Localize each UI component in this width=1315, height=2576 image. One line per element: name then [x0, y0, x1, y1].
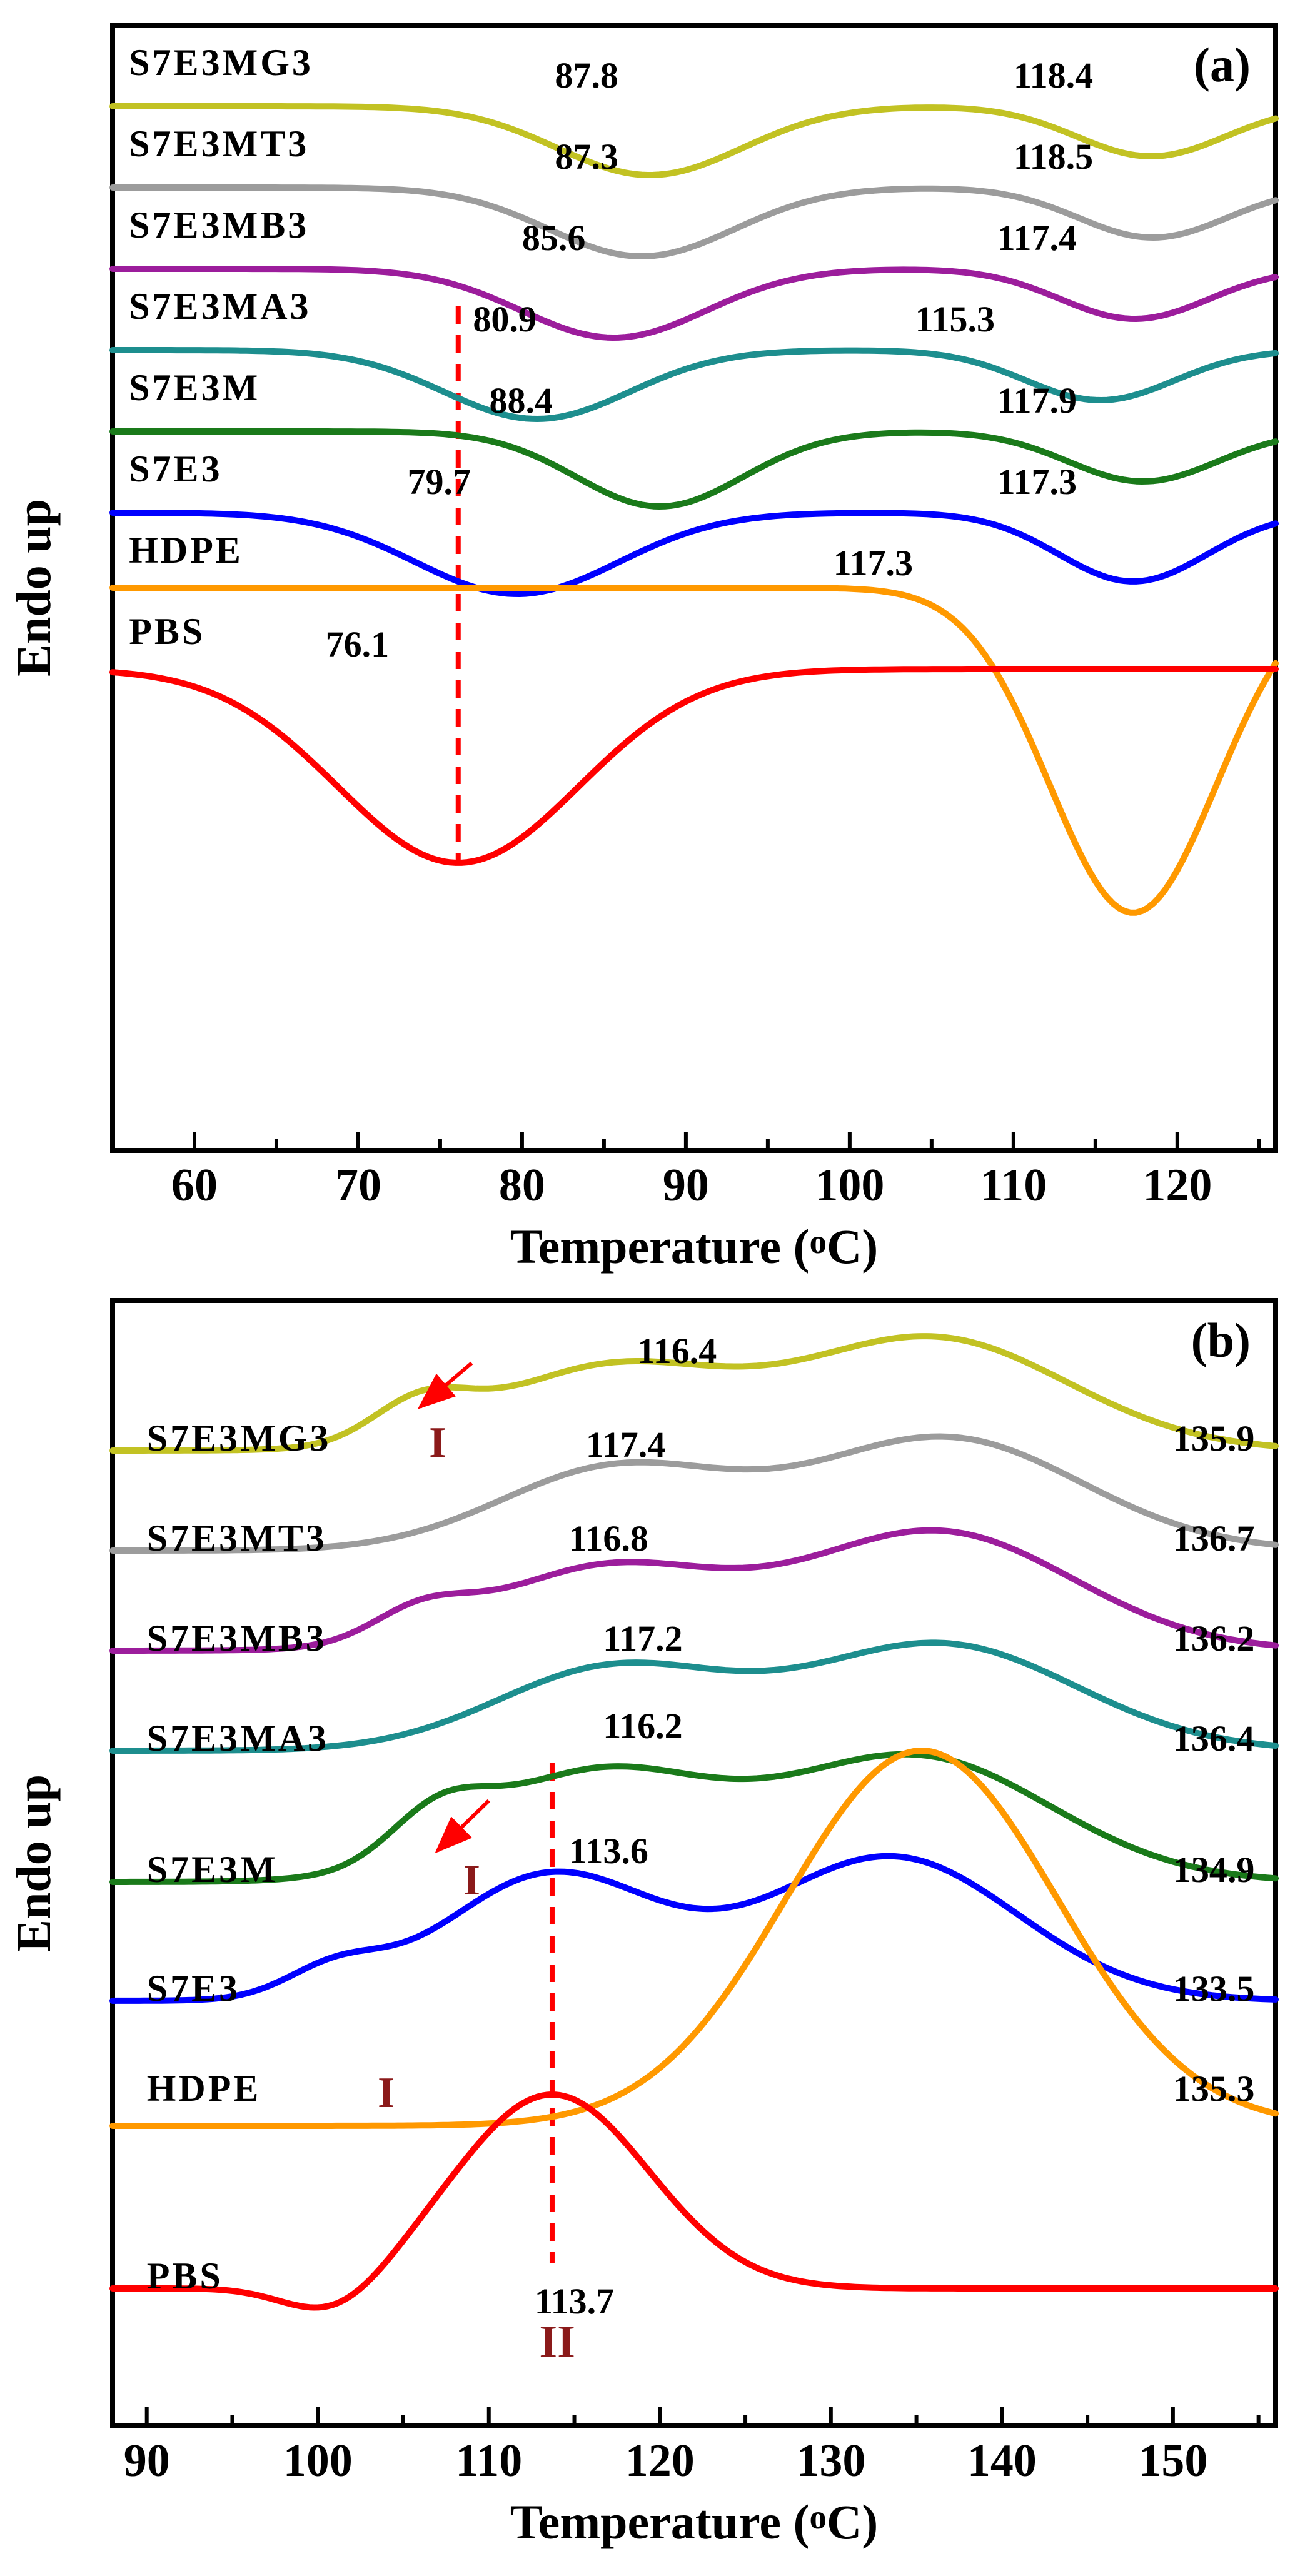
value-label: 134.9: [1173, 1849, 1255, 1890]
value-label: 136.4: [1173, 1718, 1255, 1759]
trace-label: S7E3MA3: [147, 1718, 329, 1759]
tick-label: 110: [455, 2435, 522, 2487]
trace-label: HDPE: [129, 530, 243, 571]
trace-label: PBS: [147, 2255, 223, 2297]
value-label: 118.5: [1014, 136, 1093, 177]
panel-b-box: [113, 1301, 1276, 2426]
trace-hdpe: [113, 1751, 1276, 2126]
trace-pbs: [113, 669, 1276, 863]
tick-label: 70: [335, 1160, 381, 1211]
tick-label: 120: [1142, 1160, 1212, 1211]
value-label: 117.3: [834, 543, 913, 583]
value-label: 136.2: [1173, 1618, 1255, 1659]
annotation-I: I: [429, 1419, 446, 1467]
value-label: 79.7: [408, 461, 471, 502]
value-label: 85.6: [522, 218, 586, 258]
tick-label: 60: [171, 1160, 218, 1211]
value-label: 117.2: [603, 1618, 682, 1659]
trace-label: S7E3MA3: [129, 286, 311, 327]
trace-label: S7E3MG3: [129, 42, 313, 83]
trace-hdpe: [113, 588, 1276, 913]
annotation-I: I: [463, 1856, 480, 1904]
value-label: 113.7: [535, 2281, 614, 2322]
tick-label: 90: [663, 1160, 709, 1211]
tick-label: 150: [1138, 2435, 1207, 2487]
panel-a-xlabel: Temperature (oC): [510, 1219, 879, 1274]
tick-label: 110: [980, 1160, 1047, 1211]
trace-label: HDPE: [147, 2068, 261, 2109]
value-label: 117.4: [997, 218, 1077, 258]
value-label: 118.4: [1014, 55, 1093, 96]
value-label: 117.4: [586, 1424, 665, 1465]
trace-label: PBS: [129, 611, 205, 652]
value-label: 135.3: [1173, 2068, 1255, 2109]
annotation-II: II: [539, 2317, 575, 2368]
value-label: 113.6: [569, 1831, 648, 1871]
value-label: 115.3: [915, 299, 995, 340]
arrow-icon: [438, 1801, 489, 1851]
panel-b-label: (b): [1191, 1313, 1251, 1367]
tick-label: 80: [499, 1160, 545, 1211]
trace-label: S7E3M: [147, 1849, 278, 1890]
value-label: 116.2: [603, 1706, 682, 1746]
trace-s7e3m: [113, 1754, 1276, 1882]
trace-label: S7E3MB3: [147, 1618, 327, 1659]
panel-a-ylabel: Endo up: [6, 499, 61, 677]
panel-a-label: (a): [1194, 38, 1251, 92]
trace-label: S7E3MB3: [129, 204, 309, 246]
trace-s7e3: [113, 513, 1276, 594]
tick-label: 90: [124, 2435, 170, 2487]
trace-label: S7E3: [129, 448, 222, 490]
value-label: 117.3: [997, 461, 1077, 502]
trace-label: S7E3: [147, 1968, 240, 2009]
panel-b-xlabel: Temperature (oC): [510, 2495, 879, 2549]
value-label: 116.4: [637, 1331, 717, 1371]
trace-s7e3m: [113, 431, 1276, 506]
trace-label: S7E3MT3: [147, 1517, 327, 1559]
value-label: 87.3: [555, 136, 618, 177]
figure-root: (a) Endo up 60 70 80 90 100 110 120 Temperature (…: [0, 0, 1315, 2576]
annotation-I: I: [378, 2069, 395, 2117]
value-label: 133.5: [1173, 1968, 1255, 2009]
tick-label: 130: [796, 2435, 865, 2487]
tick-label: 140: [967, 2435, 1037, 2487]
value-label: 80.9: [473, 299, 537, 340]
trace-s7e3ma3: [113, 350, 1276, 419]
tick-label: 100: [283, 2435, 353, 2487]
value-label: 136.7: [1173, 1518, 1255, 1559]
tick-label: 120: [625, 2435, 695, 2487]
value-label: 116.8: [569, 1518, 648, 1559]
trace-label: S7E3MT3: [129, 123, 309, 164]
value-label: 117.9: [997, 380, 1077, 421]
value-label: 87.8: [555, 55, 618, 96]
panel-b-ylabel: Endo up: [6, 1774, 61, 1952]
trace-label: S7E3MG3: [147, 1417, 331, 1459]
value-label: 76.1: [326, 624, 390, 665]
value-label: 135.9: [1173, 1418, 1255, 1459]
tick-label: 100: [815, 1160, 884, 1211]
trace-label: S7E3M: [129, 367, 260, 408]
main-svg: (a) Endo up 60 70 80 90 100 110 120 Temperature (…: [0, 0, 1315, 2576]
value-label: 88.4: [490, 380, 553, 421]
